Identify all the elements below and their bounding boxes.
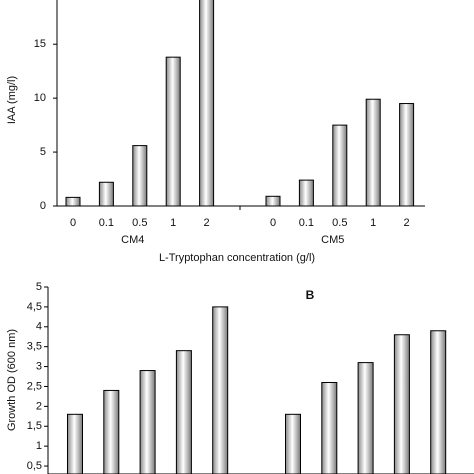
bar: [165, 56, 181, 207]
y-tick-label: 3: [36, 360, 42, 372]
y-tick-label: 1,5: [27, 420, 42, 432]
bar: [298, 179, 314, 207]
y-tick-label: 5: [40, 146, 46, 158]
x-tick-label: 0.1: [99, 217, 114, 229]
y-tick-label: 5: [36, 281, 42, 293]
bar: [399, 103, 415, 207]
group-label: CM5: [321, 234, 344, 246]
group-label: CM4: [121, 234, 144, 246]
x-tick-label: 2: [404, 217, 410, 229]
bar: [365, 98, 381, 207]
bar: [132, 145, 148, 207]
bar: [175, 350, 192, 474]
x-tick-label: 0: [270, 217, 276, 229]
x-tick-label: 0.1: [299, 217, 314, 229]
x-tick-label: 0.5: [132, 217, 147, 229]
plot: [67, 306, 447, 474]
y-axis-label: Growth OD (600 nm): [6, 329, 18, 431]
plot: [65, 0, 415, 207]
y-tick-label: 2: [36, 400, 42, 412]
bar: [98, 181, 114, 207]
x-tick-label: 0.5: [332, 217, 347, 229]
bar: [67, 413, 83, 474]
bar: [357, 362, 374, 474]
bar: [199, 0, 215, 207]
bar: [285, 413, 301, 474]
bar: [139, 370, 156, 474]
bar: [321, 381, 338, 474]
bar: [265, 195, 281, 207]
y-tick-label: 0: [40, 200, 46, 212]
y-tick-label: 0,5: [27, 460, 42, 472]
bar: [103, 389, 120, 474]
x-tick-label: 1: [370, 217, 376, 229]
y-tick-label: 10: [34, 92, 46, 104]
y-tick-label: 3,5: [27, 341, 42, 353]
y-tick-label: 2,5: [27, 380, 42, 392]
bar: [65, 196, 81, 207]
y-axis-label: IAA (mg/l): [6, 76, 18, 124]
bar: [430, 330, 447, 474]
y-tick-label: 15: [34, 38, 46, 50]
annotation: B: [306, 288, 315, 302]
bar: [332, 124, 348, 207]
y-tick-label: 1: [36, 440, 42, 452]
x-tick-label: 2: [204, 217, 210, 229]
y-tick-label: 4: [36, 321, 42, 333]
bar: [212, 306, 229, 474]
x-tick-label: 0: [70, 217, 76, 229]
y-tick-label: 4,5: [27, 301, 42, 313]
bar: [393, 334, 410, 474]
x-axis-label: L-Tryptophan concentration (g/l): [159, 252, 315, 264]
x-tick-label: 1: [170, 217, 176, 229]
